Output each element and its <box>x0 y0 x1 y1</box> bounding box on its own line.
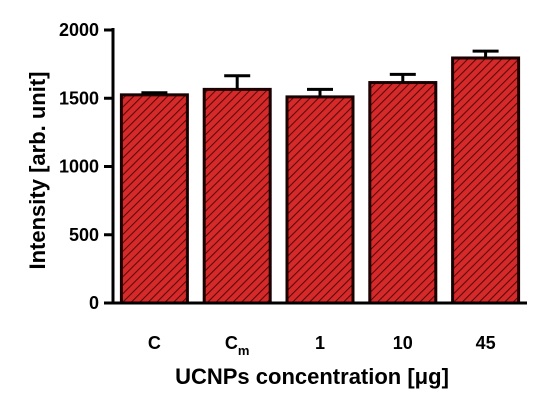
bar-4 <box>451 56 521 305</box>
x-tick-label-main: 10 <box>393 333 413 353</box>
x-tick-label-main: 1 <box>315 333 325 353</box>
x-tick-label: 1 <box>315 333 325 353</box>
y-axis-ticks: 0 500 1000 1500 2000 <box>59 20 113 313</box>
y-tick-label: 0 <box>89 293 99 313</box>
bar-2 <box>285 95 355 305</box>
x-tick-label: C <box>148 333 161 353</box>
x-tick-label: 45 <box>476 333 496 353</box>
x-tick-label-main: 45 <box>476 333 496 353</box>
y-tick-label: 1500 <box>59 88 99 108</box>
x-tick-label-subscript: m <box>238 343 250 358</box>
x-tick-label: Cm <box>225 333 250 358</box>
x-tick-label-main: C <box>148 333 161 353</box>
bars-group <box>119 56 521 305</box>
bar-0 <box>119 93 189 305</box>
error-bars-group <box>141 49 499 97</box>
y-tick-label: 2000 <box>59 20 99 40</box>
x-axis-labels: C Cm 1 10 45 <box>148 333 496 358</box>
y-tick-label: 1000 <box>59 157 99 177</box>
bar-3 <box>368 81 438 305</box>
x-tick-label-main: C <box>225 333 238 353</box>
y-axis-title: Intensity [arb. unit] <box>25 72 50 270</box>
y-tick-label: 500 <box>69 225 99 245</box>
bar-1 <box>202 87 272 305</box>
x-tick-label: 10 <box>393 333 413 353</box>
x-axis-title: UCNPs concentration [μg] <box>175 364 449 389</box>
